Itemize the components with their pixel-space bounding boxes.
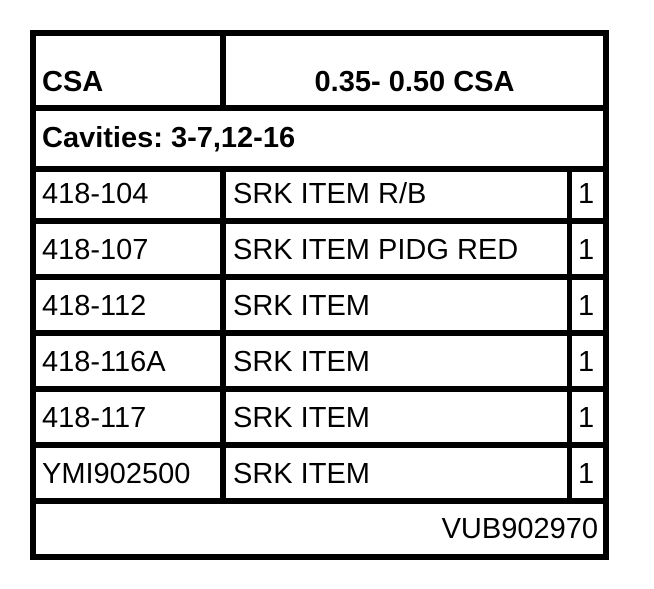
footer-code: VUB902970 <box>441 513 598 545</box>
divider <box>30 105 609 111</box>
column-divider <box>220 30 226 110</box>
border-left <box>30 30 36 560</box>
quantity: 1 <box>578 290 595 322</box>
quantity: 1 <box>578 458 595 490</box>
part-number: YMI902500 <box>42 458 191 490</box>
header-csa: CSA <box>42 66 104 98</box>
cavities-label: Cavities: 3-7,12-16 <box>42 122 296 154</box>
divider <box>30 386 609 392</box>
quantity: 1 <box>578 402 595 434</box>
description: SRK ITEM PIDG RED <box>233 234 519 266</box>
border-right <box>603 30 609 560</box>
border-top <box>30 30 609 36</box>
quantity: 1 <box>578 346 595 378</box>
divider <box>30 274 609 280</box>
description: SRK ITEM <box>233 290 370 322</box>
description: SRK ITEM R/B <box>233 178 427 210</box>
part-number: 418-112 <box>42 290 147 322</box>
divider <box>30 330 609 336</box>
description: SRK ITEM <box>233 458 370 490</box>
part-number: 418-104 <box>42 178 149 210</box>
part-number: 418-107 <box>42 234 149 266</box>
divider <box>30 166 609 172</box>
divider <box>30 498 609 504</box>
part-number: 418-117 <box>42 402 147 434</box>
quantity: 1 <box>578 234 595 266</box>
header-range: 0.35- 0.50 CSA <box>314 66 515 98</box>
description: SRK ITEM <box>233 402 370 434</box>
divider <box>30 442 609 448</box>
qty-divider <box>567 166 572 503</box>
description: SRK ITEM <box>233 346 370 378</box>
quantity: 1 <box>578 178 595 210</box>
column-divider <box>220 166 226 503</box>
part-number: 418-116A <box>42 346 166 378</box>
divider <box>30 218 609 224</box>
border-bottom <box>30 554 609 560</box>
